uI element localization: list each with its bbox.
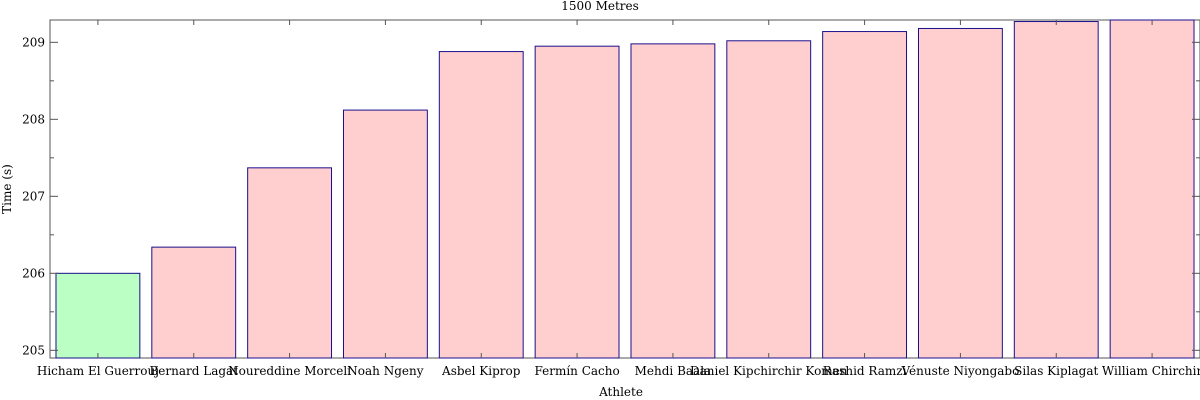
plot-frame [49, 19, 1200, 359]
x-tick-label: Asbel Kiprop [441, 364, 521, 378]
bar-10 [1013, 21, 1099, 359]
y-tick-label: 207 [22, 189, 45, 203]
bars-group [55, 19, 1195, 359]
bar-6 [630, 43, 716, 359]
x-tick-label: Daniel Kipchirchir Komen [690, 364, 848, 378]
bar-2 [247, 167, 333, 359]
bar-5 [534, 45, 620, 359]
bar-7 [726, 40, 812, 359]
x-tick-label: Fermín Cacho [534, 364, 619, 378]
bar-1 [151, 246, 237, 359]
x-axis-label: Athlete [598, 385, 643, 399]
chart-title: 1500 Metres [561, 0, 639, 13]
x-tick-label: Silas Kiplagat [1014, 364, 1098, 378]
bar-11 [1109, 19, 1195, 359]
y-tick-label: 208 [22, 112, 45, 126]
bar-0 [55, 272, 141, 359]
bar-3 [342, 109, 428, 359]
bar-4 [438, 51, 524, 359]
x-tick-label: Noureddine Morceli [228, 364, 351, 378]
bar-8 [822, 31, 908, 359]
x-tick-label: Noah Ngeny [347, 364, 423, 378]
bar-9 [917, 27, 1003, 359]
y-tick-label: 206 [22, 266, 45, 280]
y-tick-label: 209 [22, 35, 45, 49]
y-tick-label: 205 [22, 343, 45, 357]
x-tick-label: William Chirchir [1102, 364, 1200, 378]
x-tick-label: Rashid Ramzi [823, 364, 907, 378]
x-tick-label: Mehdi Baala [635, 364, 712, 378]
x-tick-label: Vénuste Niyongabo [900, 364, 1019, 378]
y-axis-label: Time (s) [0, 164, 14, 214]
x-tick-label: Hicham El Guerrouj [37, 364, 159, 378]
y-axis-ticks: 205 206 207 208 209 [22, 35, 1200, 357]
x-tick-label: Bernard Lagat [149, 364, 238, 378]
